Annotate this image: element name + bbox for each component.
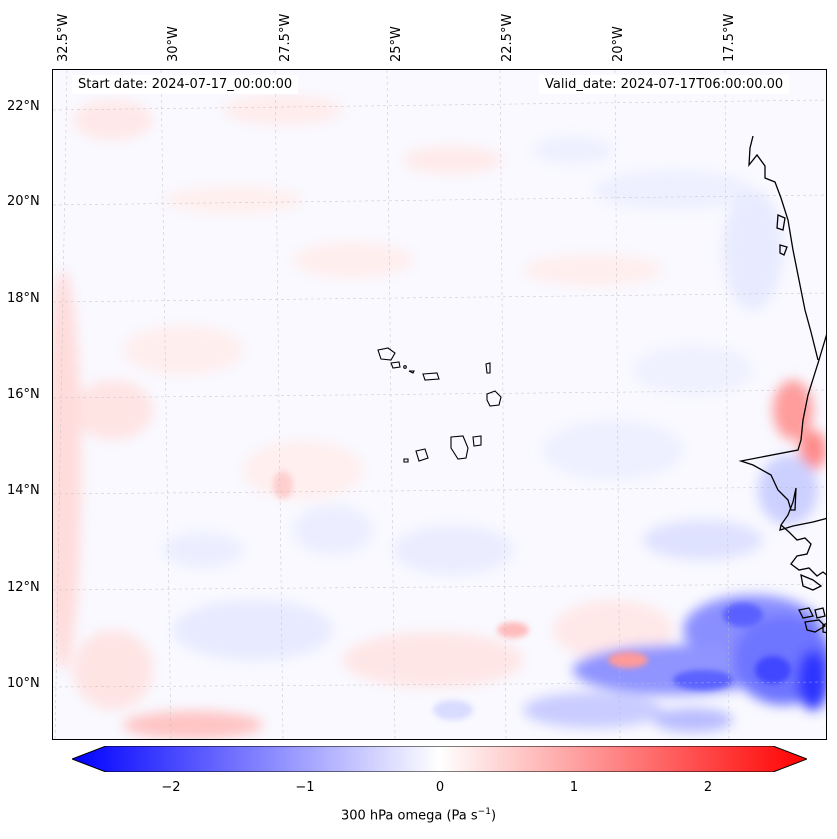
colorbar-tick-2: 2	[703, 780, 713, 795]
west-african-coastline	[738, 135, 826, 634]
lat-label-20n: 20°N	[7, 194, 40, 209]
omega-field-shading	[53, 95, 826, 739]
lat-label-16n: 16°N	[7, 387, 40, 402]
lat-label-22n: 22°N	[7, 99, 40, 114]
valid-date-label: Valid_date: 2024-07-17T06:00:00.00	[539, 75, 790, 94]
lon-label-20w: 20°W	[611, 26, 626, 62]
colorbar-tick-minus1: −1	[295, 780, 315, 795]
colorbar-title-end: )	[490, 808, 497, 824]
colorbar-tick-minus2: −2	[161, 780, 181, 795]
lon-label-32-5w: 32.5°W	[56, 13, 71, 62]
colorbar-title-main: 300 hPa omega (Pa s	[340, 808, 478, 824]
cape-verde-islands	[377, 347, 502, 463]
lon-label-25w: 25°W	[389, 26, 404, 62]
map-panel[interactable]	[52, 69, 827, 740]
lat-label-18n: 18°N	[7, 291, 40, 306]
lon-label-17-5w: 17.5°W	[722, 13, 737, 62]
start-date-label: Start date: 2024-07-17_00:00:00	[72, 75, 299, 94]
colorbar-title: 300 hPa omega (Pa s−1)	[0, 807, 837, 823]
omega-field-detail	[273, 471, 791, 720]
lon-label-30w: 30°W	[166, 26, 181, 62]
colorbar	[70, 745, 809, 773]
lon-label-22-5w: 22.5°W	[500, 13, 515, 62]
colorbar-tick-0: 0	[435, 780, 445, 795]
lat-label-14n: 14°N	[7, 483, 40, 498]
lat-label-12n: 12°N	[7, 580, 40, 595]
colorbar-tick-1: 1	[569, 780, 579, 795]
lon-label-27-5w: 27.5°W	[278, 13, 293, 62]
colorbar-title-exponent: −1	[477, 807, 491, 817]
map-gridlines	[53, 70, 826, 739]
colorbar-graphic	[70, 745, 809, 773]
lat-label-10n: 10°N	[7, 676, 40, 691]
omega-field-map	[53, 70, 826, 739]
